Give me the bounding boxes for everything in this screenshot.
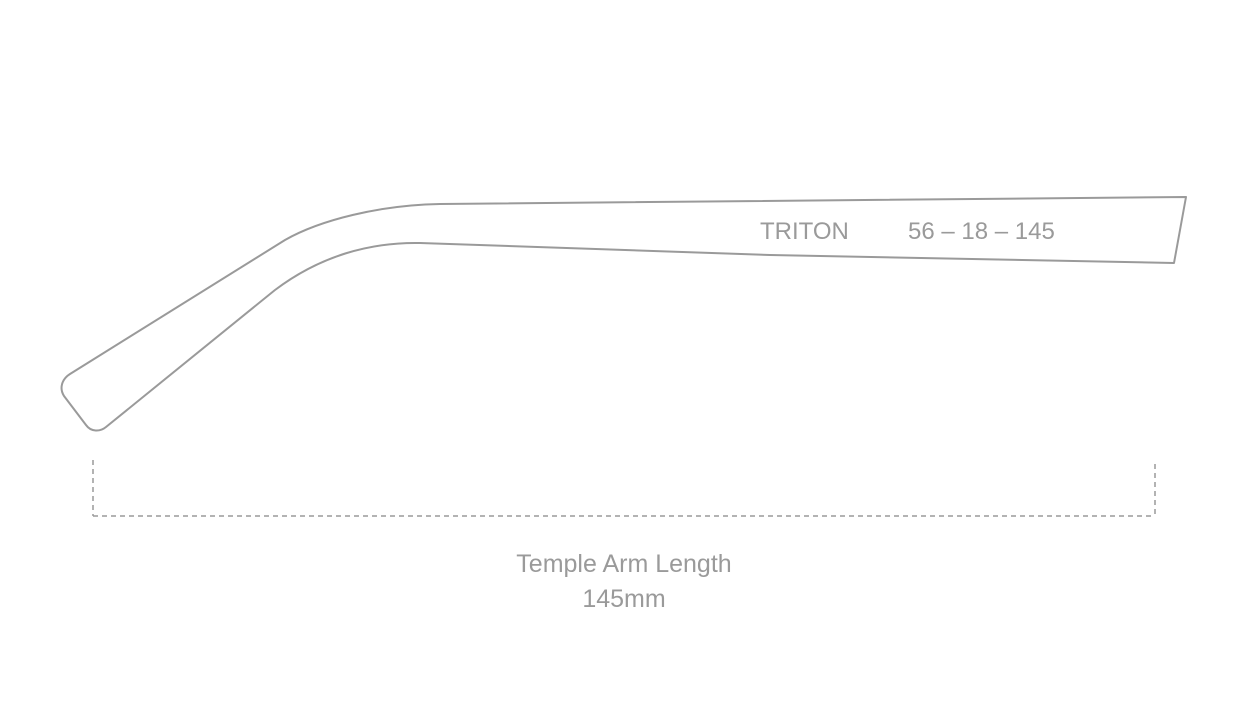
frame-size: 56 – 18 – 145 <box>908 218 1055 245</box>
model-name: TRITON <box>760 218 849 245</box>
temple-arm-outline <box>60 196 1187 432</box>
measurement-label: Temple Arm Length <box>516 550 731 578</box>
measurement-value: 145mm <box>582 585 665 613</box>
